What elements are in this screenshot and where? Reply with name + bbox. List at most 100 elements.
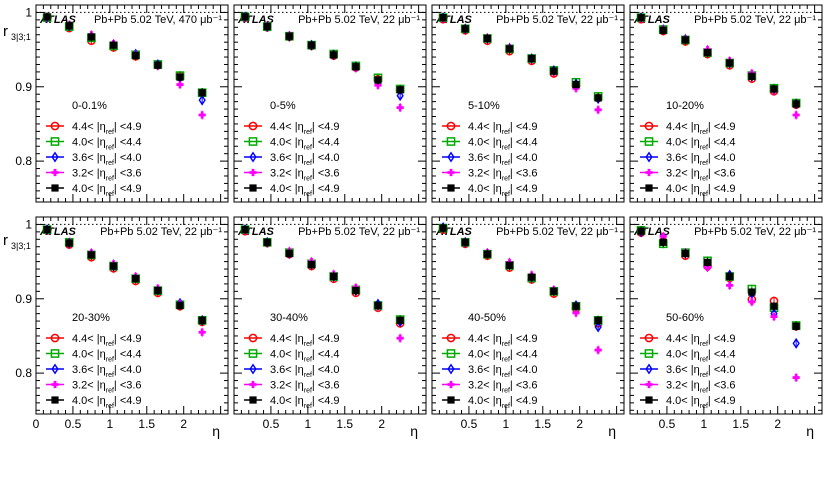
legend-marker	[447, 363, 455, 375]
x-axis-title: η	[806, 423, 814, 439]
legend-label: 4.0< |ηref| <4.4	[72, 137, 142, 152]
data-point	[637, 14, 645, 22]
legend-marker	[248, 137, 258, 146]
legend-marker	[447, 380, 455, 389]
panel-frame	[35, 4, 229, 203]
legend-label: 4.4< |ηref| <4.9	[666, 333, 736, 348]
data-point	[285, 249, 293, 258]
panel-frame	[233, 4, 427, 203]
data-point	[198, 94, 206, 106]
data-point	[87, 33, 95, 41]
panel-3: ATLAS Pb+Pb 5.02 TeV, 22 μb⁻¹5-10%4.4< |η…	[431, 4, 625, 203]
legend-marker	[249, 380, 257, 389]
legend-marker	[645, 168, 653, 177]
data-point	[550, 287, 558, 295]
legend-label: 4.4< |ηref| <4.9	[72, 333, 142, 348]
data-point	[198, 316, 206, 324]
dataset-label: Pb+Pb 5.02 TeV, 22 μb⁻¹	[298, 226, 420, 238]
data-point	[109, 262, 118, 270]
legend-label: 4.0< |ηref| <4.4	[468, 349, 538, 364]
legend-label: 3.2< |ηref| <3.6	[666, 168, 736, 183]
legend-marker	[644, 349, 654, 358]
data-point	[594, 321, 602, 333]
panel-frame	[35, 216, 229, 415]
data-point	[374, 81, 382, 89]
legend-marker	[51, 396, 59, 404]
data-point	[792, 322, 800, 330]
legend-label: 4.0< |ηref| <4.9	[270, 183, 340, 198]
data-point	[263, 238, 271, 246]
data-point	[594, 346, 602, 354]
x-axis-title: η	[608, 423, 616, 439]
x-tick-label: 1.5	[336, 417, 353, 431]
data-point	[505, 45, 514, 53]
data-point	[594, 106, 602, 114]
data-point	[703, 48, 712, 57]
legend-label: 4.0< |ηref| <4.4	[270, 137, 340, 152]
data-point	[572, 309, 580, 317]
legend-label: 3.6< |ηref| <4.0	[270, 364, 340, 379]
legend-marker	[645, 151, 653, 163]
data-point	[65, 239, 73, 247]
data-point	[374, 76, 382, 84]
legend-marker	[644, 137, 654, 146]
data-point	[154, 61, 162, 69]
dataset-label: Pb+Pb 5.02 TeV, 22 μb⁻¹	[298, 14, 420, 26]
x-tick-label: 2	[774, 417, 781, 431]
data-point	[748, 72, 756, 80]
legend-marker	[248, 333, 258, 343]
legend-marker	[447, 168, 455, 177]
data-point	[528, 273, 536, 281]
legend-marker	[644, 121, 654, 131]
legend-label: 4.4< |ηref| <4.9	[468, 333, 538, 348]
data-point	[748, 288, 756, 296]
x-tick-label: 0.5	[263, 417, 280, 431]
legend-marker	[50, 137, 60, 146]
legend-label: 4.0< |ηref| <4.4	[468, 137, 538, 152]
data-point	[726, 281, 734, 289]
legend-marker	[645, 184, 653, 192]
legend-label: 4.0< |ηref| <4.4	[270, 349, 340, 364]
data-point	[637, 227, 645, 235]
legend-marker	[51, 380, 59, 389]
dataset-label: Pb+Pb 5.02 TeV, 22 μb⁻¹	[100, 226, 222, 238]
legend-marker	[51, 151, 59, 163]
data-point	[374, 301, 382, 310]
data-point	[352, 63, 360, 71]
data-point	[726, 59, 734, 67]
x-tick-label: 2	[378, 417, 385, 431]
data-point	[330, 272, 338, 281]
legend-label: 4.4< |ηref| <4.9	[468, 121, 538, 136]
data-point	[659, 26, 667, 34]
data-point	[198, 89, 206, 97]
legend-marker	[447, 151, 455, 163]
legend-marker	[446, 349, 456, 358]
data-point	[176, 73, 184, 81]
data-point	[792, 111, 800, 119]
legend-marker	[248, 121, 258, 131]
legend-marker	[51, 184, 59, 192]
legend-label: 4.0< |ηref| <4.9	[72, 183, 142, 198]
data-point	[352, 286, 360, 295]
legend-label: 4.0< |ηref| <4.4	[666, 349, 736, 364]
x-tick-label: 0.5	[659, 417, 676, 431]
x-tick-label: 0.5	[65, 417, 82, 431]
data-point	[439, 14, 447, 22]
x-axis-title: η	[212, 423, 220, 439]
data-point	[681, 36, 689, 44]
panel-4: ATLAS Pb+Pb 5.02 TeV, 22 μb⁻¹10-20%4.4< |…	[629, 4, 823, 203]
legend-label: 4.0< |ηref| <4.9	[468, 183, 538, 198]
legend-label: 3.2< |ηref| <3.6	[72, 380, 142, 395]
panel-frame	[431, 216, 625, 415]
legend-marker	[645, 396, 653, 404]
y-axis-title-subscript: 3|3;1	[11, 32, 31, 42]
legend-marker	[51, 168, 59, 177]
y-tick-label: 1	[25, 5, 32, 19]
legend-label: 4.0< |ηref| <4.9	[666, 395, 736, 410]
data-point	[572, 302, 580, 310]
legend-label: 4.4< |ηref| <4.9	[270, 121, 340, 136]
legend-label: 3.6< |ηref| <4.0	[666, 152, 736, 167]
legend-label: 3.6< |ηref| <4.0	[72, 364, 142, 379]
